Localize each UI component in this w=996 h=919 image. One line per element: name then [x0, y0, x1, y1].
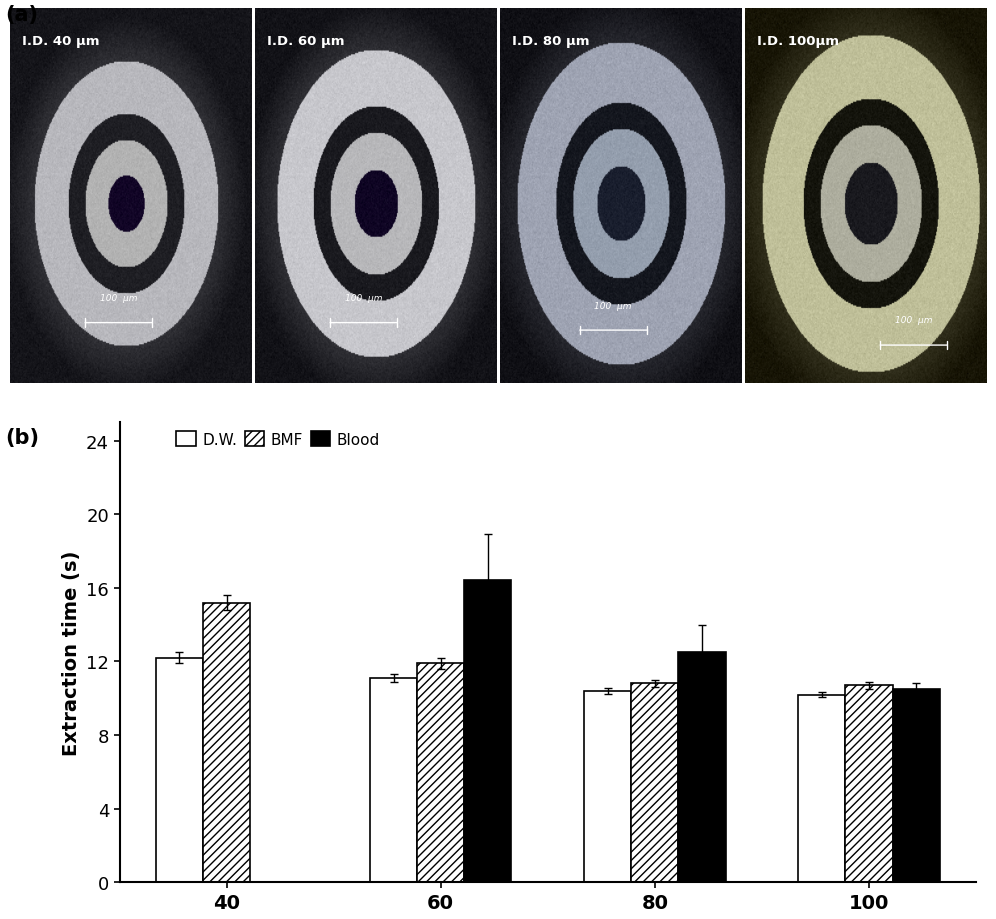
Bar: [156, 658, 203, 882]
Bar: [892, 689, 939, 882]
Y-axis label: Extraction time (s): Extraction time (s): [62, 550, 81, 755]
Text: (b): (b): [5, 427, 39, 448]
Text: (a): (a): [5, 5, 38, 25]
Text: 100  μm: 100 μm: [345, 294, 382, 302]
Bar: [417, 664, 464, 882]
Bar: [371, 678, 417, 882]
Bar: [799, 695, 846, 882]
Bar: [631, 684, 678, 882]
Text: I.D. 80 μm: I.D. 80 μm: [512, 35, 590, 49]
Text: 100  μm: 100 μm: [595, 301, 632, 311]
Text: I.D. 100μm: I.D. 100μm: [757, 35, 839, 49]
Legend: D.W., BMF, Blood: D.W., BMF, Blood: [170, 425, 385, 453]
Bar: [678, 652, 725, 882]
Text: I.D. 60 μm: I.D. 60 μm: [267, 35, 345, 49]
Text: 100  μm: 100 μm: [100, 294, 137, 302]
Bar: [585, 691, 631, 882]
Bar: [203, 603, 250, 882]
Bar: [464, 581, 511, 882]
Bar: [846, 686, 892, 882]
Text: I.D. 40 μm: I.D. 40 μm: [22, 35, 100, 49]
Text: 100  μm: 100 μm: [894, 316, 932, 325]
